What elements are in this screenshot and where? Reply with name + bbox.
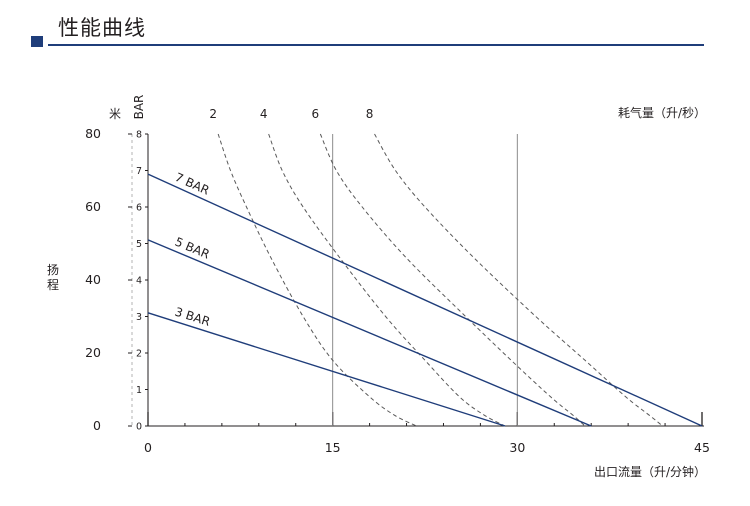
y-tick-label: 20 — [85, 345, 101, 360]
y-tick-label: 40 — [85, 272, 101, 287]
y-axis-title-char: 程 — [47, 277, 59, 292]
series-label: 3 BAR — [173, 305, 212, 329]
air-consumption-curve-6 — [319, 133, 586, 427]
pressure-curves — [147, 173, 703, 427]
y-tick-label: 0 — [93, 418, 101, 433]
y2-tick-label: 8 — [136, 130, 142, 141]
y-unit-right: BAR — [132, 95, 146, 120]
air-consumption-curve-8 — [374, 133, 663, 427]
title-rule — [48, 44, 704, 46]
pressure-curve-5-bar — [147, 239, 592, 427]
top-axis-title: 耗气量（升/秒） — [618, 105, 706, 120]
x-axis-title: 出口流量（升/分钟） — [594, 464, 706, 479]
series-label: 5 BAR — [173, 235, 212, 262]
pressure-curve-7-bar — [147, 173, 703, 427]
air-consumption-curves — [217, 133, 663, 427]
chart-grid — [332, 134, 518, 426]
top-axis-label-4: 4 — [260, 107, 268, 121]
air-consumption-curve-4 — [268, 133, 506, 427]
top-axis-label-8: 8 — [366, 107, 374, 121]
y2-tick-label: 6 — [136, 203, 142, 214]
y2-tick-label: 7 — [136, 166, 142, 177]
y-tick-label: 60 — [85, 199, 101, 214]
y2-tick-label: 5 — [136, 239, 142, 250]
air-consumption-curve-2 — [217, 133, 417, 427]
y-tick-label: 80 — [85, 126, 101, 141]
page-title: 性能曲线 — [58, 16, 146, 40]
top-axis-label-2: 2 — [209, 107, 217, 121]
chart-axes — [128, 133, 704, 427]
header: 性能曲线 — [0, 0, 750, 60]
pressure-curve-3-bar — [147, 312, 506, 427]
y2-tick-label: 4 — [136, 276, 142, 287]
x-tick-label: 0 — [144, 440, 152, 455]
top-axis-label-6: 6 — [312, 107, 320, 121]
y2-tick-label: 0 — [136, 422, 142, 433]
y-axis-title-char: 扬 — [47, 262, 59, 277]
title-marker — [31, 36, 43, 47]
x-tick-label: 30 — [509, 440, 525, 455]
y2-tick-label: 2 — [136, 349, 142, 360]
x-tick-label: 45 — [694, 440, 710, 455]
x-tick-label: 15 — [325, 440, 341, 455]
y-unit-left: 米 — [109, 107, 121, 121]
y2-tick-label: 3 — [136, 312, 142, 323]
y2-tick-label: 1 — [136, 385, 142, 396]
